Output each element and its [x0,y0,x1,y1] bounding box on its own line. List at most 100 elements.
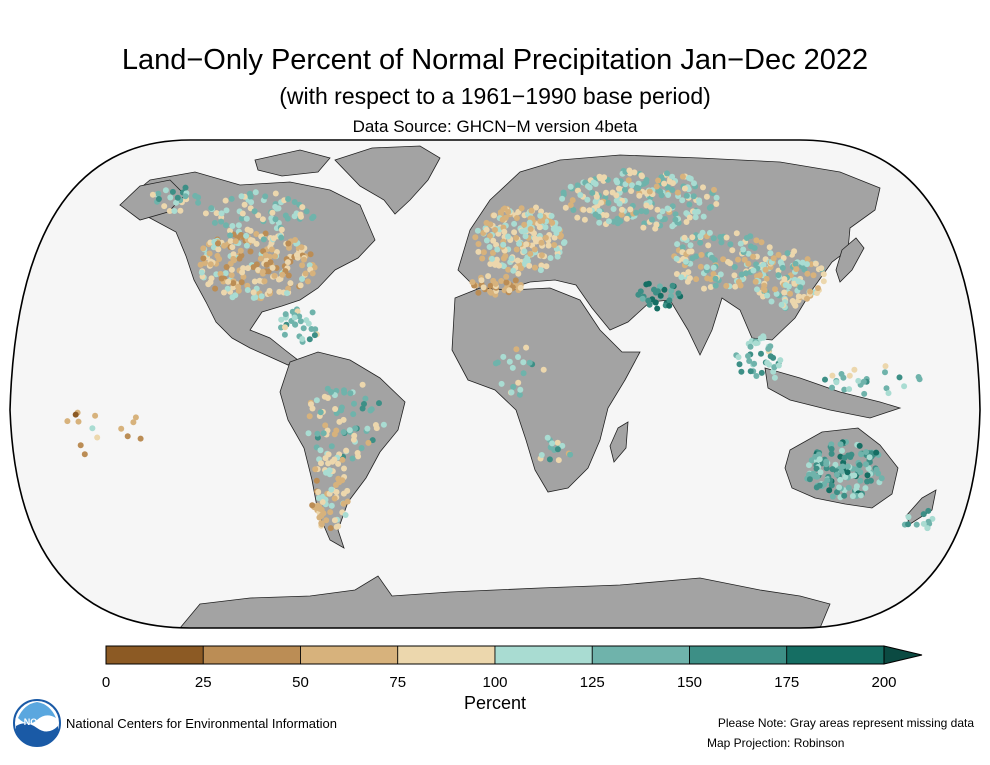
station-marker [531,246,538,253]
station-marker [285,272,292,279]
station-marker [272,216,279,223]
station-marker [584,196,591,203]
station-marker [515,270,522,277]
station-marker [601,174,608,181]
station-marker [548,213,555,219]
station-marker [323,517,330,524]
japan [835,237,865,283]
station-marker [229,244,236,251]
station-marker [673,271,680,277]
station-marker [752,340,759,347]
station-marker [239,210,246,217]
station-marker [860,378,867,385]
station-marker [174,194,181,201]
station-marker [270,235,277,242]
station-marker [282,212,289,219]
station-marker [526,219,533,226]
station-marker [285,196,292,202]
station-marker [509,364,516,371]
station-marker [538,262,545,269]
station-marker [282,311,289,318]
station-marker [488,289,494,296]
station-marker [483,237,490,244]
station-marker [487,282,494,289]
station-marker [331,495,338,502]
station-marker [261,278,268,285]
station-marker [758,239,765,246]
station-marker [251,278,258,285]
station-marker [297,318,304,325]
station-marker [735,256,741,263]
station-marker [266,287,273,294]
station-marker [494,359,501,366]
new-zealand [905,489,937,525]
station-marker [513,234,520,241]
station-marker [278,316,285,323]
station-marker [335,460,342,467]
station-marker [253,240,260,247]
station-marker [829,466,836,473]
station-marker [313,397,320,404]
station-marker [206,250,213,257]
station-marker [717,234,724,240]
station-marker [118,425,125,432]
station-marker [763,275,770,282]
station-marker [359,381,366,388]
station-marker [703,264,710,271]
station-marker [683,219,690,225]
station-marker [924,525,931,532]
color-scale-tick-label: 100 [482,674,508,691]
station-marker [664,205,671,212]
station-marker [817,469,824,476]
station-marker [521,221,528,228]
station-marker [750,267,757,274]
station-marker [814,290,820,296]
station-marker [244,287,251,293]
station-marker [472,234,479,241]
station-marker [770,255,777,262]
station-marker [681,185,688,192]
station-marker [228,266,235,273]
station-marker [515,379,522,386]
station-marker [837,441,844,448]
station-marker [268,246,275,253]
station-marker [358,445,365,451]
station-marker [538,239,545,246]
station-marker [527,226,534,232]
station-marker [842,474,849,480]
station-marker [700,184,706,191]
station-marker [487,221,494,228]
station-marker [901,383,908,390]
station-marker [200,245,207,252]
station-marker [781,276,788,282]
station-marker [623,215,630,222]
station-marker [544,434,551,441]
station-marker [664,170,670,177]
station-marker [351,400,357,407]
station-marker [553,230,560,236]
station-marker [816,456,823,463]
station-marker [731,264,738,270]
station-marker [554,446,561,453]
color-scale-tick-label: 50 [292,674,309,691]
station-marker [307,251,314,258]
station-marker [518,205,525,212]
station-marker [498,278,505,284]
station-marker [718,239,725,246]
station-marker [764,292,771,299]
station-marker [350,436,357,443]
station-marker [832,461,839,468]
station-marker [768,298,775,305]
station-marker [789,298,796,304]
station-marker [700,213,707,220]
station-marker [619,206,625,213]
station-marker [318,460,324,467]
station-marker [789,251,795,258]
station-marker [775,251,782,258]
station-marker [309,309,316,316]
station-marker [806,462,812,469]
station-marker [222,197,229,204]
station-marker [775,272,782,279]
station-marker [232,238,239,245]
station-marker [669,173,676,180]
